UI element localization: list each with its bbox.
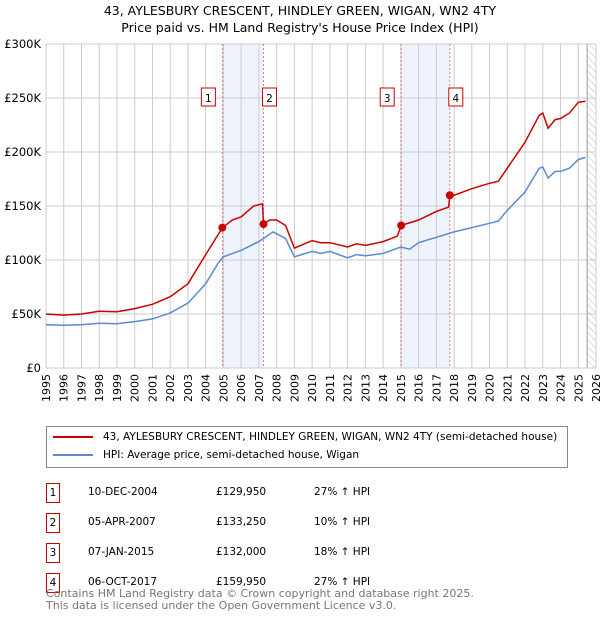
x-tick-label: 2020 <box>484 374 497 402</box>
x-tick-label: 2010 <box>306 374 319 402</box>
property-price-line <box>45 100 586 316</box>
footer-line: This data is licensed under the Open Gov… <box>46 599 397 612</box>
price-chart: 1995 1996 1997 1998 1999 2000 2001 2002 2003 2004… <box>4 37 600 402</box>
transaction-price: £132,000 <box>216 546 267 558</box>
x-tick-label: 2025 <box>572 374 585 402</box>
chart-title: 43, AYLESBURY CRESCENT, HINDLEY GREEN, W… <box>103 3 497 18</box>
legend-item-property: 43, AYLESBURY CRESCENT, HINDLEY GREEN, W… <box>53 431 557 443</box>
sale-label-box <box>379 87 395 107</box>
x-tick-label: 2005 <box>217 374 230 402</box>
transaction-row: 2 05-APR-2007 £133,250 10% ↑ HPI <box>46 513 546 533</box>
sale-point <box>397 221 406 230</box>
x-tick-label: 2008 <box>271 374 284 402</box>
y-tick-label: £200K <box>4 145 41 159</box>
transaction-number: 3 <box>46 543 60 563</box>
legend-label: HPI: Average price, semi-detached house,… <box>103 449 360 461</box>
x-tick-label: 2015 <box>395 374 408 402</box>
y-tick-label: £0 <box>26 361 41 375</box>
x-tick-label: 2021 <box>501 374 514 402</box>
x-tick-label: 1997 <box>75 374 88 402</box>
x-tick-label: 2003 <box>182 374 195 402</box>
chart-subtitle: Price paid vs. HM Land Registry's House … <box>121 20 479 35</box>
y-tick-label: £100K <box>4 253 41 267</box>
x-tick-label: 2019 <box>466 374 479 402</box>
sale-label: 2 <box>266 93 273 105</box>
legend-swatch-red <box>53 436 93 438</box>
transaction-price: £133,250 <box>216 516 267 528</box>
sale-label-box <box>262 87 278 107</box>
x-tick-label: 1999 <box>111 374 124 402</box>
sale-label-box <box>448 87 464 107</box>
footer: Contains HM Land Registry data © Crown c… <box>46 588 474 612</box>
x-tick-label: 1998 <box>93 374 106 402</box>
x-tick-label: 1996 <box>58 374 71 402</box>
transaction-date: 06-OCT-2017 <box>88 576 157 588</box>
transaction-date: 10-DEC-2004 <box>88 486 158 498</box>
x-tick-label: 2026 <box>590 374 600 402</box>
y-tick-label: £250K <box>4 91 41 105</box>
transaction-hpi: 18% ↑ HPI <box>314 546 371 558</box>
x-tick-label: 2002 <box>164 374 177 402</box>
sale-label: 4 <box>452 93 459 105</box>
legend-item-hpi: HPI: Average price, semi-detached house,… <box>53 449 359 461</box>
transaction-hpi: 27% ↑ HPI <box>314 576 371 588</box>
x-tick-label: 2000 <box>129 374 142 402</box>
transaction-hpi: 27% ↑ HPI <box>314 486 371 498</box>
transaction-price: £159,950 <box>216 576 267 588</box>
x-tick-label: 2023 <box>537 374 550 402</box>
sale-label-box <box>200 87 216 107</box>
transaction-row: 1 10-DEC-2004 £129,950 27% ↑ HPI <box>46 483 546 503</box>
sale-point <box>259 220 268 229</box>
transaction-row: 4 06-OCT-2017 £159,950 27% ↑ HPI <box>46 573 546 593</box>
sale-label: 3 <box>384 93 391 105</box>
sale-point <box>218 223 227 232</box>
transaction-number: 2 <box>46 513 60 533</box>
footer-line: Contains HM Land Registry data © Crown c… <box>46 587 474 600</box>
x-tick-label: 2012 <box>342 374 355 402</box>
x-tick-label: 2001 <box>146 374 159 402</box>
transaction-hpi: 10% ↑ HPI <box>314 516 371 528</box>
x-tick-label: 2016 <box>413 374 426 402</box>
x-tick-label: 2011 <box>324 374 337 402</box>
sale-point <box>445 191 454 200</box>
x-tick-label: 2024 <box>555 374 568 402</box>
x-tick-label: 2006 <box>235 374 248 402</box>
x-tick-label: 2022 <box>519 374 532 402</box>
transaction-number: 1 <box>46 483 60 503</box>
x-tick-label: 2009 <box>288 374 301 402</box>
x-tick-label: 2004 <box>200 374 213 402</box>
x-tick-label: 2014 <box>377 374 390 402</box>
x-tick-label: 2013 <box>359 374 372 402</box>
legend: 43, AYLESBURY CRESCENT, HINDLEY GREEN, W… <box>46 426 568 468</box>
legend-label: 43, AYLESBURY CRESCENT, HINDLEY GREEN, W… <box>103 431 558 443</box>
transaction-row: 3 07-JAN-2015 £132,000 18% ↑ HPI <box>46 543 546 563</box>
legend-swatch-blue <box>53 454 93 456</box>
transaction-number: 4 <box>46 573 60 593</box>
y-tick-label: £150K <box>4 199 41 213</box>
hpi-line <box>45 156 586 327</box>
x-tick-label: 2018 <box>448 374 461 402</box>
transaction-price: £129,950 <box>216 486 267 498</box>
sale-label: 1 <box>205 93 212 105</box>
x-tick-label: 2017 <box>430 374 443 402</box>
y-tick-label: £50K <box>12 307 42 321</box>
y-tick-label: £300K <box>4 37 41 51</box>
transaction-date: 07-JAN-2015 <box>88 546 155 558</box>
transaction-date: 05-APR-2007 <box>88 516 156 528</box>
x-tick-label: 2007 <box>253 374 266 402</box>
x-tick-label: 1995 <box>40 374 53 402</box>
